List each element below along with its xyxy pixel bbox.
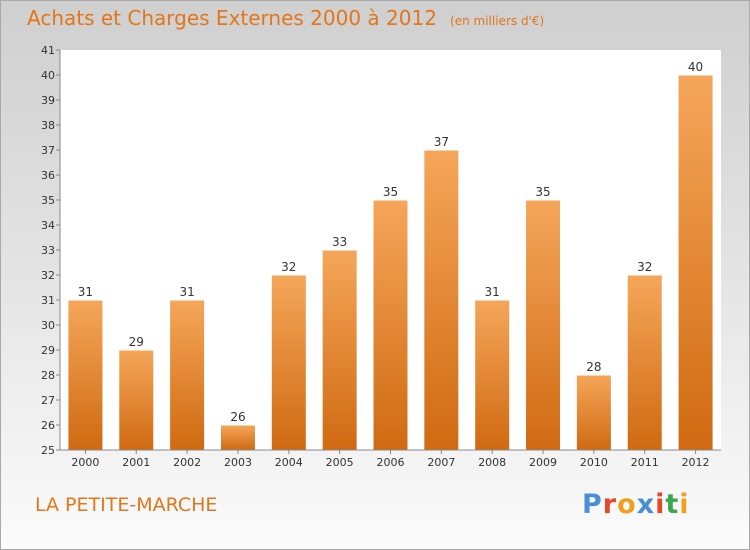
y-tick-label: 31 <box>41 294 55 307</box>
x-tick-label: 2005 <box>326 456 354 469</box>
bar-2004 <box>270 274 307 451</box>
data-label: 33 <box>332 235 347 249</box>
data-label: 35 <box>535 185 550 199</box>
bar-2002 <box>169 299 206 451</box>
x-tick-label: 2003 <box>224 456 252 469</box>
proxiti-logo[interactable]: Proxiti <box>582 489 690 520</box>
y-tick-label: 40 <box>41 69 55 82</box>
y-tick-label: 35 <box>41 194 55 207</box>
data-label: 31 <box>485 285 500 299</box>
data-label: 31 <box>78 285 93 299</box>
bar-2001 <box>118 349 155 451</box>
logo-letter: o <box>617 489 637 520</box>
y-tick-label: 34 <box>41 219 55 232</box>
y-tick-label: 28 <box>41 369 55 382</box>
town-name: LA PETITE-MARCHE <box>35 494 218 516</box>
y-tick-label: 29 <box>41 344 55 357</box>
x-tick-label: 2012 <box>682 456 710 469</box>
bar-2006 <box>372 199 409 451</box>
y-tick-label: 41 <box>41 44 55 57</box>
y-tick-label: 36 <box>41 169 55 182</box>
bar-2000 <box>67 299 104 451</box>
logo-letter: P <box>582 489 603 520</box>
y-tick-label: 30 <box>41 319 55 332</box>
logo-letter: x <box>636 489 656 520</box>
data-label: 26 <box>230 410 245 424</box>
y-tick-label: 39 <box>41 94 55 107</box>
y-axis-ticks: 25 26 27 28 29 30 31 32 33 34 35 36 37 38 39 40 41 <box>41 44 60 457</box>
logo-letter: t <box>665 489 680 520</box>
data-label: 29 <box>129 335 144 349</box>
y-tick-label: 33 <box>41 244 55 257</box>
data-label: 37 <box>434 135 449 149</box>
chart-title: Achats et Charges Externes 2000 à 2012 <box>27 6 437 30</box>
x-tick-label: 2008 <box>478 456 506 469</box>
bar-2009 <box>525 199 562 451</box>
bar-2011 <box>626 274 663 451</box>
x-tick-label: 2011 <box>631 456 659 469</box>
title-row: Achats et Charges Externes 2000 à 2012 (… <box>27 6 544 30</box>
data-label: 32 <box>637 260 652 274</box>
x-tick-label: 2007 <box>427 456 455 469</box>
x-tick-label: 2010 <box>580 456 608 469</box>
data-label: 40 <box>688 60 703 74</box>
bar-2008 <box>474 299 511 451</box>
x-tick-label: 2004 <box>275 456 303 469</box>
x-tick-label: 2006 <box>377 456 405 469</box>
data-labels: 31 29 31 26 32 33 35 37 31 35 28 32 40 <box>78 60 703 424</box>
y-tick-label: 27 <box>41 394 55 407</box>
data-label: 31 <box>179 285 194 299</box>
y-tick-label: 26 <box>41 419 55 432</box>
bar-2012 <box>677 74 714 451</box>
data-label: 32 <box>281 260 296 274</box>
bar-2005 <box>321 249 358 451</box>
bars <box>67 74 714 451</box>
x-tick-label: 2009 <box>529 456 557 469</box>
logo-letter: i <box>655 489 666 520</box>
x-axis-ticks: 2000 2001 2002 2003 2004 2005 2006 2007 2008 2009… <box>71 450 710 469</box>
x-tick-label: 2002 <box>173 456 201 469</box>
chart-subtitle: (en milliers d'€) <box>450 14 545 28</box>
logo-letter: i <box>679 489 690 520</box>
y-tick-label: 25 <box>41 444 55 457</box>
data-label: 28 <box>586 360 601 374</box>
x-tick-label: 2000 <box>71 456 99 469</box>
x-tick-label: 2001 <box>122 456 150 469</box>
logo-letter: r <box>602 489 618 520</box>
bar-2003 <box>219 424 256 451</box>
data-label: 35 <box>383 185 398 199</box>
y-tick-label: 32 <box>41 269 55 282</box>
bar-2007 <box>423 149 460 451</box>
bar-2010 <box>575 374 612 451</box>
y-tick-label: 37 <box>41 144 55 157</box>
y-tick-label: 38 <box>41 119 55 132</box>
